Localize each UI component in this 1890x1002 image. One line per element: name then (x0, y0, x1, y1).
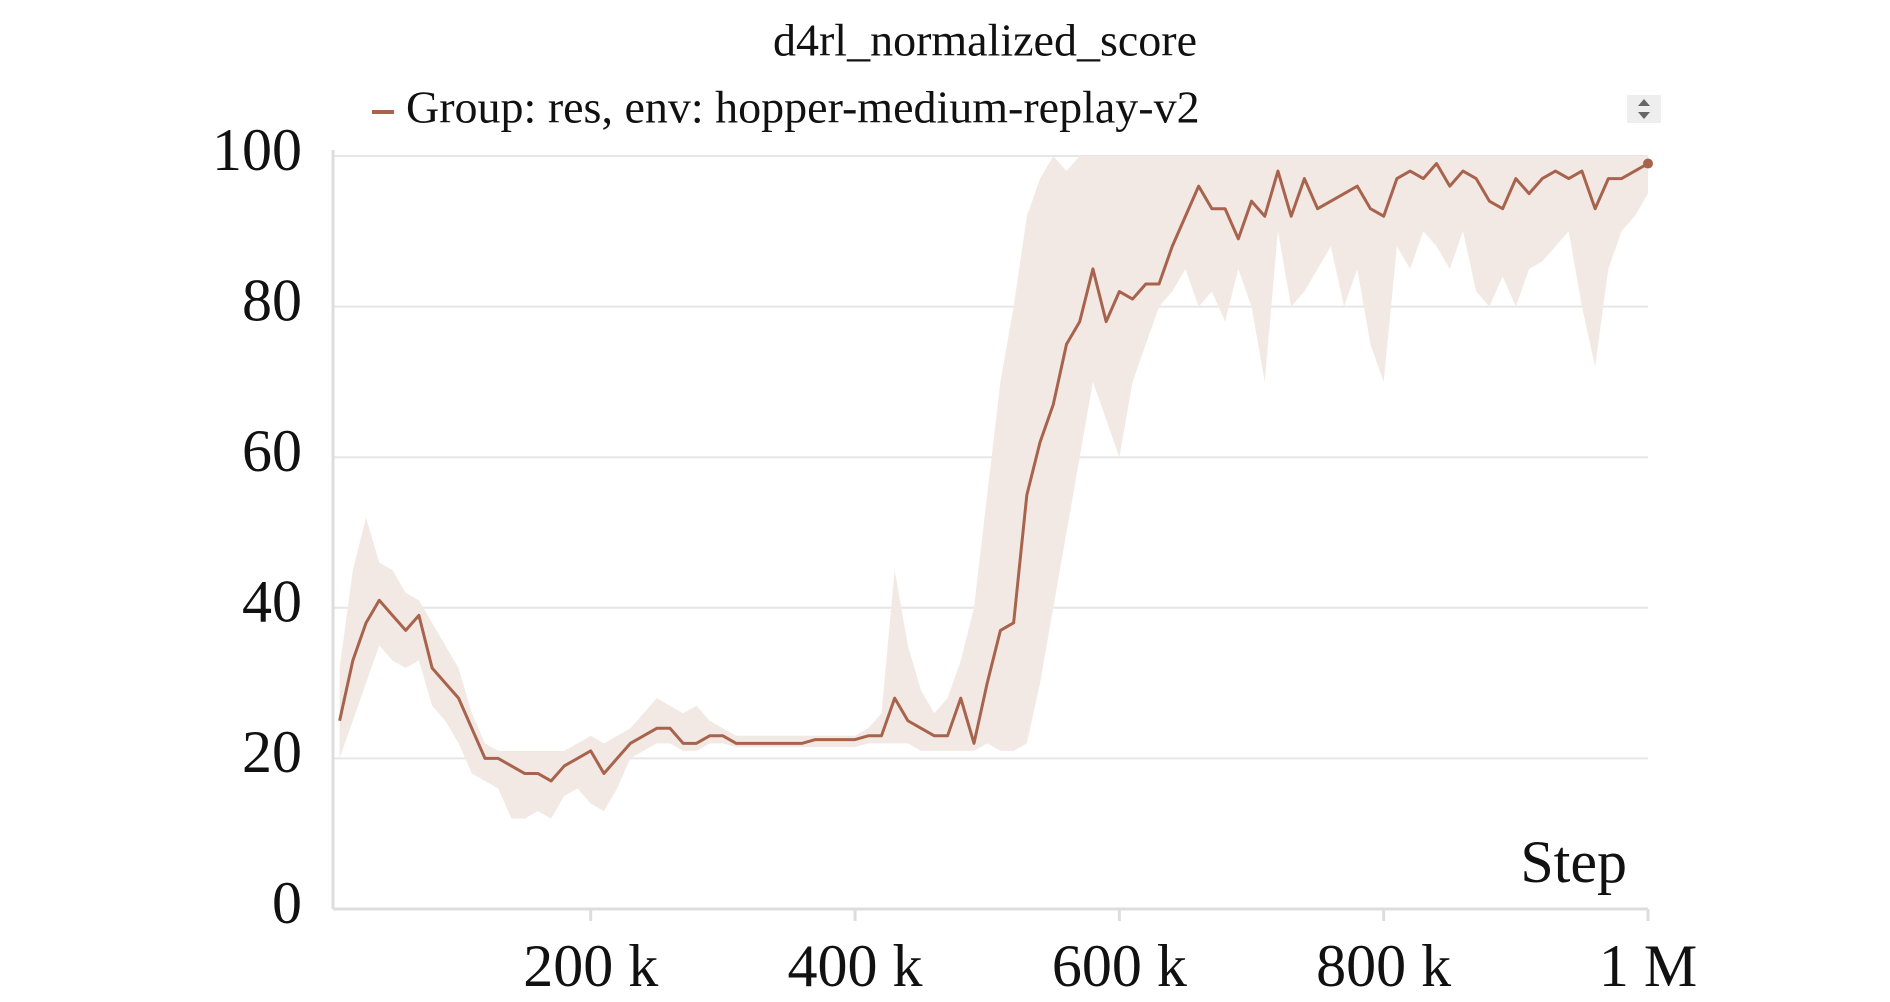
x-tick-label: 600 k (1052, 933, 1187, 999)
x-tick-label: 400 k (788, 933, 923, 999)
x-tick-label: 200 k (523, 933, 658, 999)
band (339, 156, 1648, 819)
line (338, 162, 1649, 783)
legend-label: Group: res, env: hopper-medium-replay-v2 (406, 82, 1200, 133)
y-tick-label: 0 (272, 870, 302, 936)
chart-title: d4rl_normalized_score (773, 15, 1197, 66)
end-point (1643, 158, 1653, 169)
x-tick-label: 800 k (1316, 933, 1451, 999)
y-tick-label: 40 (242, 569, 302, 635)
scroll-icon[interactable] (1627, 95, 1661, 123)
icon-arrows[interactable] (1638, 99, 1650, 119)
x-axis-label: Step (1520, 829, 1627, 895)
y-tick-label: 60 (242, 418, 302, 484)
y-tick-label: 100 (212, 117, 302, 183)
y-tick-label: 80 (242, 267, 302, 333)
x-tick-label: 1 M (1599, 933, 1697, 999)
y-tick-label: 20 (242, 719, 302, 785)
